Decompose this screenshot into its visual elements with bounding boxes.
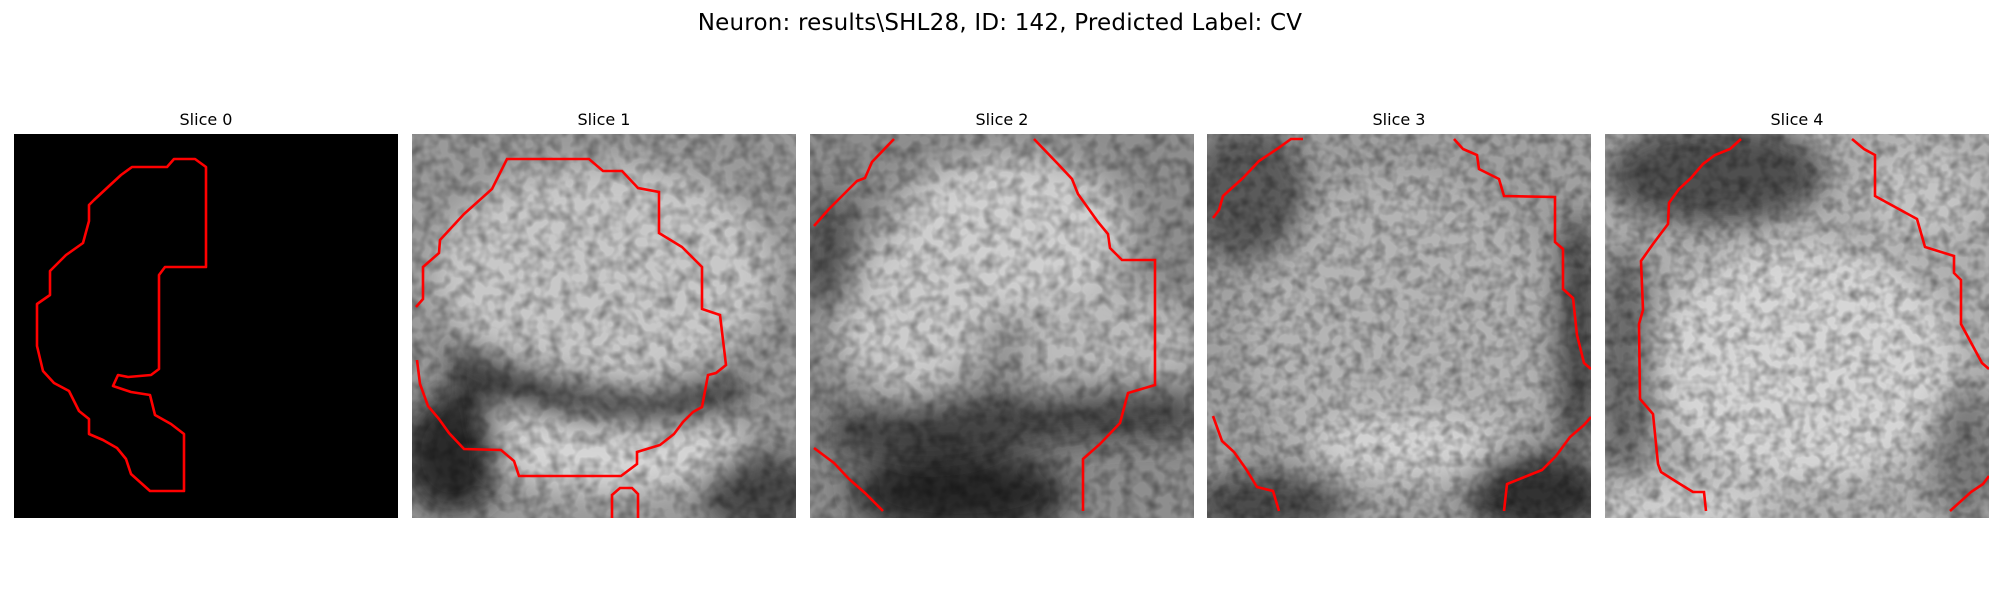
slice-4-title: Slice 4 [1770, 110, 1824, 129]
contour-line [1211, 415, 1281, 512]
contour-line [1851, 138, 1989, 370]
contour-line [1453, 138, 1591, 370]
slice-3-image [1207, 134, 1591, 518]
contour-line [1211, 137, 1303, 219]
slice-0-image [14, 134, 398, 518]
slice-4-image [1605, 134, 1989, 518]
contour-line [1637, 138, 1742, 512]
slice-1-image [412, 134, 796, 518]
slice-2-image [810, 134, 1194, 518]
contour-line [1949, 475, 1989, 512]
contour-line [35, 157, 208, 493]
contour-line [415, 157, 728, 478]
contour-line [1502, 416, 1591, 512]
contour-line [813, 446, 884, 512]
slice-0-title: Slice 0 [179, 110, 233, 129]
figure-title: Neuron: results\SHL28, ID: 142, Predicte… [697, 10, 1303, 36]
contour-line [813, 138, 895, 227]
contour-line [1033, 138, 1157, 511]
slice-2-title: Slice 2 [975, 110, 1029, 129]
contour-line [610, 486, 640, 518]
slice-3-title: Slice 3 [1372, 110, 1426, 129]
slice-1-title: Slice 1 [577, 110, 631, 129]
